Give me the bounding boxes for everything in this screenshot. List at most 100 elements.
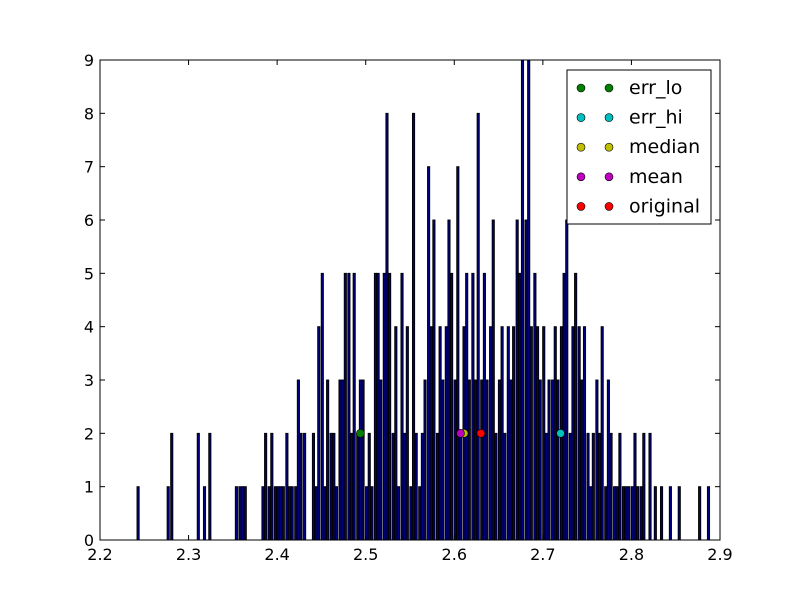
x-tick-label: 2.6 <box>442 545 467 564</box>
histogram-bar <box>261 486 265 541</box>
histogram-bar <box>527 59 531 541</box>
histogram-bar <box>400 272 404 541</box>
histogram-bar <box>562 272 566 541</box>
histogram-bar <box>491 219 495 541</box>
histogram-bar <box>630 486 634 541</box>
histogram-bar <box>595 379 599 541</box>
histogram-bar <box>338 379 342 541</box>
histogram-bar <box>586 432 590 541</box>
histogram-bar <box>551 379 555 541</box>
histogram-bar <box>568 432 572 541</box>
histogram-bar <box>317 326 321 541</box>
histogram-bar <box>356 432 360 541</box>
histogram-bar <box>361 379 365 541</box>
histogram-bar <box>202 486 207 541</box>
legend-marker <box>576 142 586 152</box>
histogram-bar <box>533 272 537 541</box>
histogram-bar <box>373 272 378 541</box>
histogram-bar <box>273 486 277 541</box>
histogram-bar <box>580 379 584 541</box>
histogram-bar <box>553 326 557 541</box>
legend-label-median: median <box>629 136 700 158</box>
y-tick-label: 7 <box>84 158 94 177</box>
legend-marker <box>576 202 586 211</box>
histogram-bar <box>238 486 242 541</box>
histogram-bar <box>482 272 486 541</box>
histogram-bar <box>450 272 454 541</box>
y-tick-label: 9 <box>84 51 94 70</box>
histogram-bar <box>403 432 407 541</box>
legend-marker <box>576 83 586 93</box>
histogram-bar <box>591 432 595 541</box>
histogram-bar <box>458 432 463 541</box>
legend-marker <box>576 172 586 182</box>
legend-label-err-lo: err_lo <box>629 77 682 99</box>
marker-points <box>356 429 565 438</box>
histogram-bar <box>506 326 510 541</box>
histogram-bar <box>480 379 484 541</box>
histogram-bar <box>276 486 280 541</box>
histogram-bar <box>382 272 386 541</box>
histogram-bar <box>447 219 451 541</box>
histogram-bar <box>323 486 327 541</box>
histogram-bar <box>267 486 271 541</box>
histogram-bar <box>388 272 392 541</box>
y-tick-label: 4 <box>84 318 94 337</box>
histogram-bar <box>524 219 528 541</box>
histogram-bar <box>420 432 424 541</box>
histogram-bar <box>565 219 569 541</box>
histogram-bar <box>515 219 519 541</box>
legend-marker <box>604 202 614 211</box>
axes: 2.2 2.3 2.4 2.5 2.6 2.7 2.8 2.9 0 1 2 3 4 5 6 7 8 9 <box>84 51 733 564</box>
legend-marker <box>604 142 614 152</box>
histogram-bar <box>347 272 351 541</box>
histogram-bar <box>234 486 238 541</box>
histogram-bar <box>170 432 174 541</box>
histogram-bar <box>544 432 548 541</box>
histogram-bar <box>379 379 383 541</box>
histogram-bar <box>314 486 318 541</box>
x-tick-label: 2.3 <box>176 545 201 564</box>
histogram-bar <box>299 432 303 541</box>
x-tick-label: 2.7 <box>530 545 555 564</box>
histogram-bar <box>429 326 433 541</box>
histogram-bar <box>444 326 448 541</box>
histogram-bar <box>518 272 522 541</box>
legend-label-mean: mean <box>629 166 683 188</box>
histogram-bar <box>476 112 480 541</box>
histogram-bar <box>376 272 380 541</box>
histogram-bar <box>556 379 560 541</box>
histogram-bar <box>633 432 637 541</box>
histogram-bar <box>385 112 389 541</box>
histogram-bar <box>281 486 285 541</box>
histogram-bar <box>618 432 622 541</box>
histogram-bar <box>270 432 274 541</box>
y-tick-label: 0 <box>84 531 94 550</box>
histogram-bar <box>497 379 502 541</box>
legend-box <box>566 69 712 225</box>
legend-label-err-hi: err_hi <box>629 107 683 129</box>
histogram-bar <box>352 272 356 541</box>
histogram-bar <box>166 486 170 541</box>
y-tick-label: 3 <box>84 371 94 390</box>
histogram-bar <box>597 432 602 541</box>
histogram-bar <box>332 432 336 541</box>
histogram-bar <box>136 486 140 541</box>
histogram-bar <box>405 326 409 541</box>
histogram-bar <box>624 486 628 541</box>
legend-label-original: original <box>629 195 700 217</box>
plot-frame <box>99 59 721 541</box>
histogram-bar <box>542 326 546 541</box>
histogram-bar <box>639 486 643 541</box>
histogram-bar <box>642 432 646 541</box>
histogram-bar <box>604 486 608 541</box>
y-tick-label: 6 <box>84 211 94 230</box>
histogram-bar <box>668 486 672 541</box>
histogram-bar <box>303 432 307 541</box>
x-tick-label: 2.5 <box>353 545 378 564</box>
point-mean <box>456 429 465 438</box>
histogram-bar <box>196 432 200 541</box>
histogram-bar <box>627 486 631 541</box>
histogram-bar <box>659 486 664 541</box>
histogram-bar <box>621 486 626 541</box>
